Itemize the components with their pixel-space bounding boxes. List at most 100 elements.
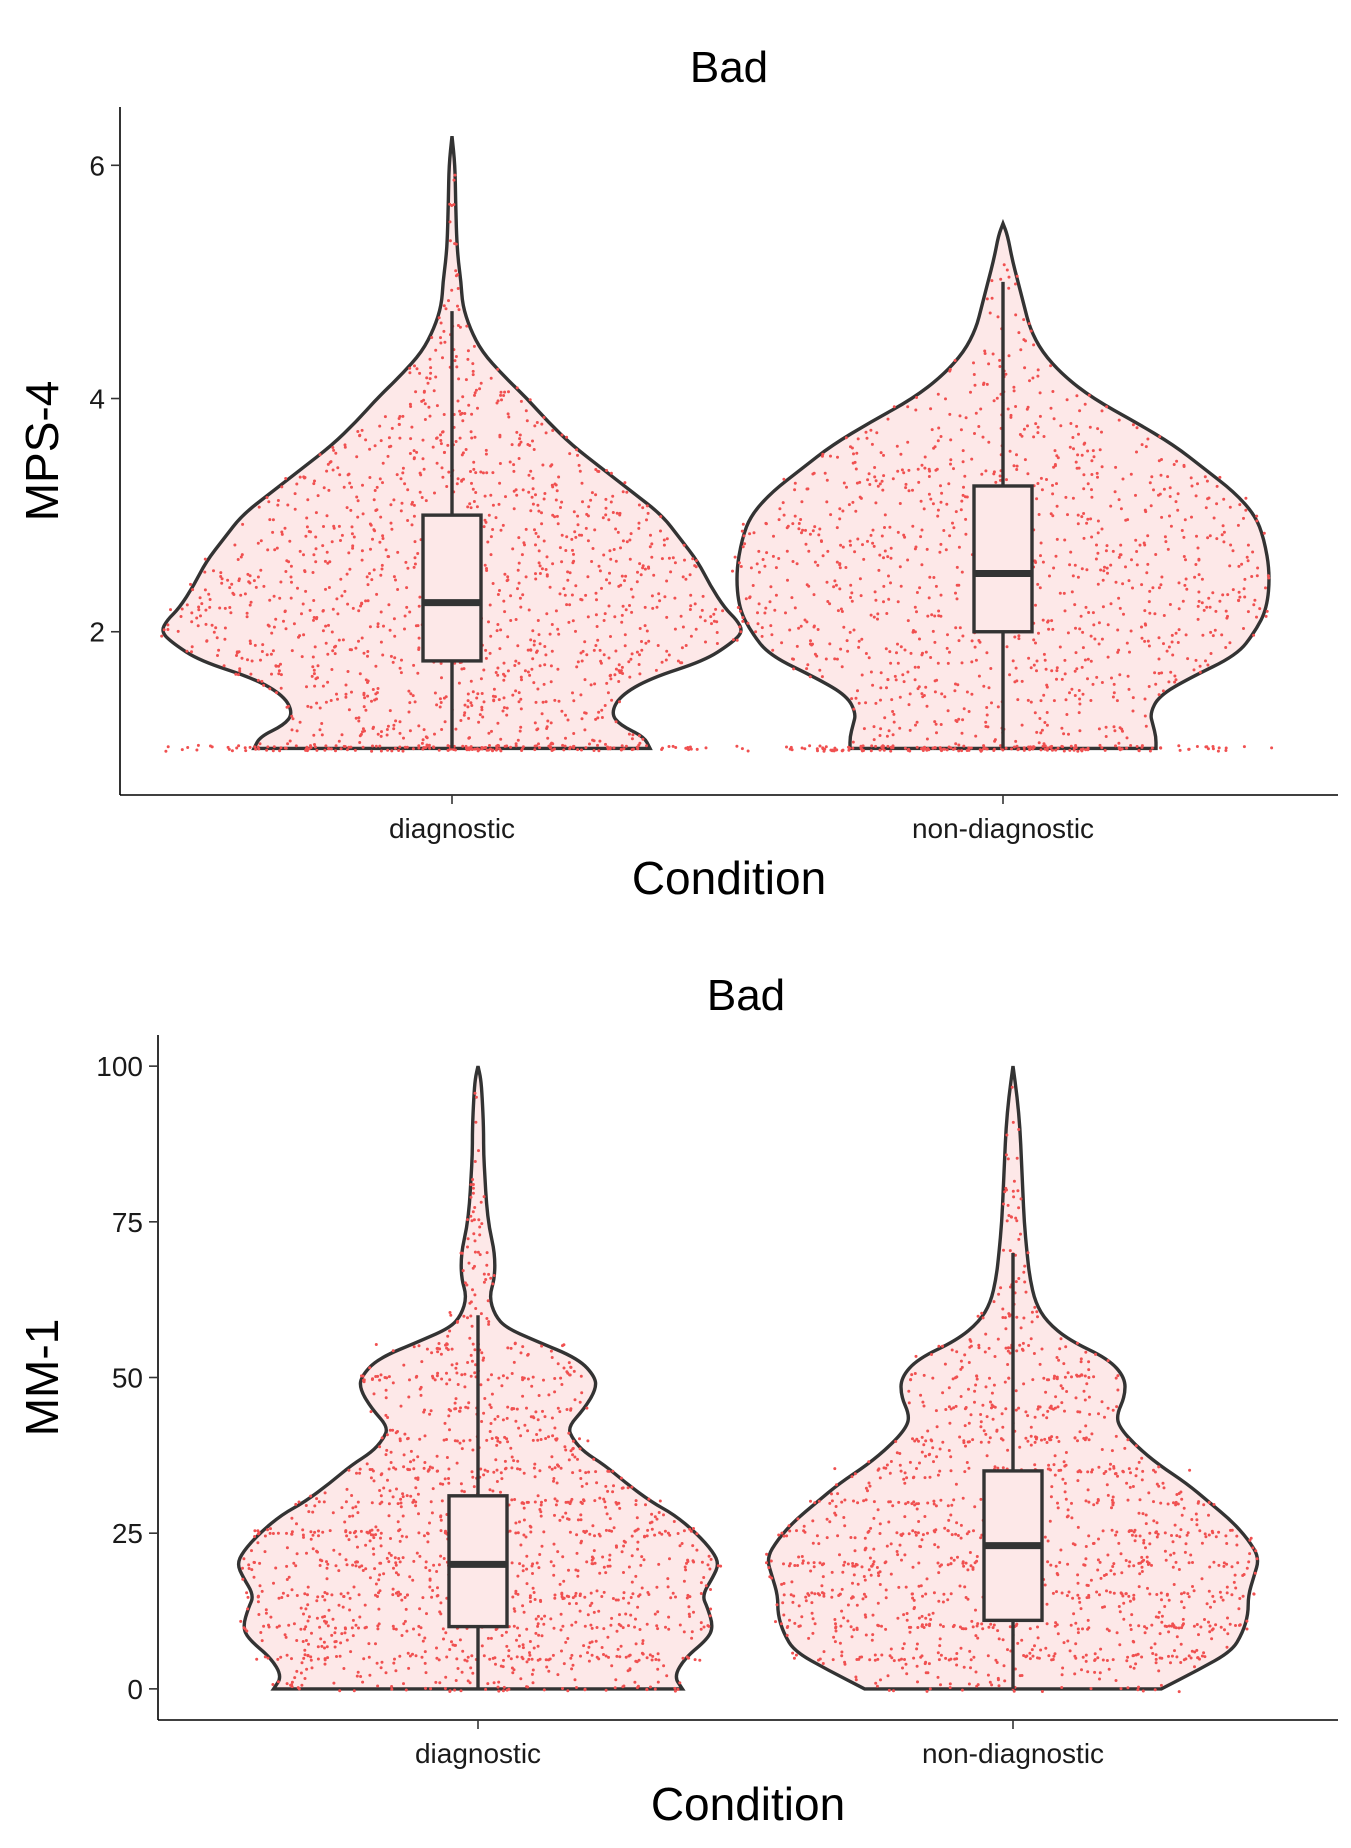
data-point	[389, 521, 393, 525]
data-point	[266, 1656, 270, 1660]
data-point	[418, 371, 422, 375]
data-point	[379, 1494, 383, 1498]
data-point	[279, 746, 283, 750]
data-point	[329, 460, 333, 464]
data-point	[381, 461, 385, 465]
data-point	[901, 673, 905, 677]
data-point	[514, 1521, 518, 1525]
data-point	[491, 471, 495, 475]
data-point	[1147, 685, 1151, 688]
data-point	[693, 1658, 697, 1662]
data-point	[378, 1573, 382, 1577]
data-point	[1072, 447, 1075, 451]
data-point	[417, 744, 421, 748]
data-point	[710, 622, 713, 626]
data-point	[1146, 639, 1150, 643]
data-point	[368, 1529, 372, 1533]
data-point	[1105, 1659, 1109, 1662]
data-point	[1266, 574, 1270, 578]
data-point	[1116, 1374, 1120, 1378]
data-point	[469, 1195, 473, 1199]
data-point	[352, 535, 356, 539]
data-point	[1140, 1555, 1144, 1559]
data-point	[643, 605, 647, 609]
data-point	[408, 729, 412, 733]
data-point	[1117, 498, 1121, 502]
data-point	[471, 1191, 475, 1195]
data-point	[400, 501, 404, 505]
data-point	[969, 1666, 972, 1670]
data-point	[597, 749, 601, 753]
data-point	[810, 643, 814, 647]
data-point	[417, 1633, 421, 1637]
data-point	[644, 1503, 647, 1507]
data-point	[321, 544, 325, 548]
data-point	[735, 638, 739, 642]
data-point	[358, 1615, 362, 1619]
data-point	[571, 1439, 575, 1443]
data-point	[954, 626, 958, 630]
data-point	[1038, 717, 1042, 720]
data-point	[350, 690, 353, 694]
data-point	[458, 1409, 462, 1413]
data-point	[471, 362, 475, 366]
data-point	[399, 671, 403, 675]
data-point	[461, 395, 465, 399]
data-point	[366, 654, 369, 658]
data-point	[469, 470, 472, 473]
data-point	[1036, 368, 1040, 372]
data-point	[1177, 607, 1181, 611]
data-point	[319, 1637, 323, 1641]
data-point	[394, 578, 397, 582]
data-point	[869, 428, 873, 432]
data-point	[421, 738, 425, 742]
data-point	[1074, 626, 1077, 630]
data-point	[325, 1645, 329, 1649]
data-point	[921, 1400, 925, 1404]
data-point	[513, 664, 517, 667]
data-point	[1033, 1644, 1036, 1648]
data-point	[345, 1487, 349, 1491]
data-point	[969, 746, 973, 750]
data-point	[506, 575, 510, 579]
data-point	[354, 1564, 358, 1568]
data-point	[337, 638, 341, 642]
data-point	[1119, 507, 1123, 511]
data-point	[634, 1617, 637, 1621]
data-point	[353, 748, 357, 752]
data-point	[457, 681, 461, 685]
data-point	[463, 711, 467, 715]
data-point	[269, 652, 273, 656]
data-point	[1155, 1521, 1159, 1525]
data-point	[485, 569, 489, 572]
data-point	[787, 1524, 791, 1528]
data-point	[480, 1644, 484, 1648]
data-point	[608, 1558, 612, 1562]
data-point	[265, 653, 269, 657]
data-point	[1112, 682, 1116, 686]
data-point	[1042, 693, 1046, 697]
data-point	[396, 1430, 399, 1433]
data-point	[302, 1612, 305, 1616]
data-point	[928, 575, 932, 579]
data-point	[482, 1654, 486, 1658]
data-point	[1197, 558, 1201, 562]
data-point	[208, 598, 212, 601]
data-point	[810, 1601, 814, 1605]
data-point	[703, 619, 707, 623]
data-point	[315, 617, 318, 621]
data-point	[346, 473, 350, 477]
data-point	[323, 748, 327, 752]
data-point	[454, 748, 457, 752]
data-point	[949, 438, 953, 442]
data-point	[442, 413, 446, 416]
data-point	[491, 748, 495, 752]
data-point	[483, 494, 487, 498]
data-point	[779, 1622, 783, 1626]
data-point	[1189, 476, 1193, 480]
data-point	[655, 1585, 659, 1589]
data-point	[852, 1573, 856, 1577]
data-point	[528, 1651, 531, 1655]
data-point	[1077, 711, 1081, 715]
data-point	[850, 599, 854, 603]
